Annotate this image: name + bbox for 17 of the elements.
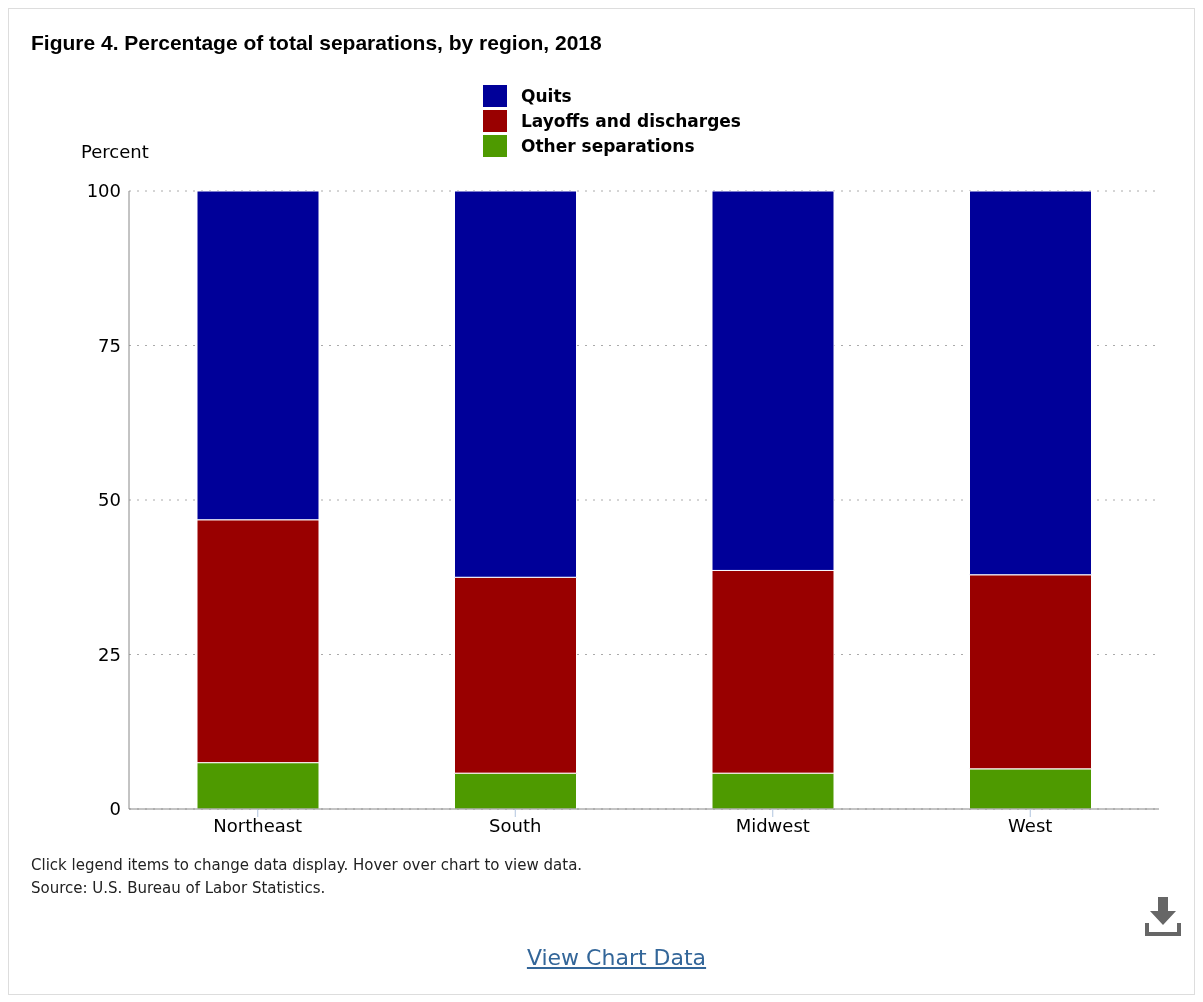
text: View Chart Data <box>525 945 708 970</box>
y-tick-label: 75 <box>98 334 121 356</box>
y-axis-title: Percent <box>81 141 149 162</box>
y-tick-label: 50 <box>98 489 121 511</box>
legend-label: Layoffs and discharges <box>521 110 741 131</box>
x-tick-label: Northeast <box>213 814 303 836</box>
chart-title: Figure 4. Percentage of total separations, by region, 2018 <box>31 31 602 55</box>
text: Click legend items to change data display. Hover over chart to view data. <box>31 855 583 876</box>
x-tick-label: West <box>1008 814 1053 836</box>
legend-label: Quits <box>521 85 572 106</box>
y-tick-label: 0 <box>109 798 121 820</box>
legend-label: Other separations <box>521 135 695 156</box>
y-tick-label: 100 <box>86 180 121 202</box>
x-tick-label: Midwest <box>735 814 810 836</box>
x-tick-label: South <box>489 814 542 836</box>
y-tick-label: 25 <box>98 643 121 665</box>
source-note: Source: U.S. Bureau of Labor Statistics. <box>31 878 327 899</box>
